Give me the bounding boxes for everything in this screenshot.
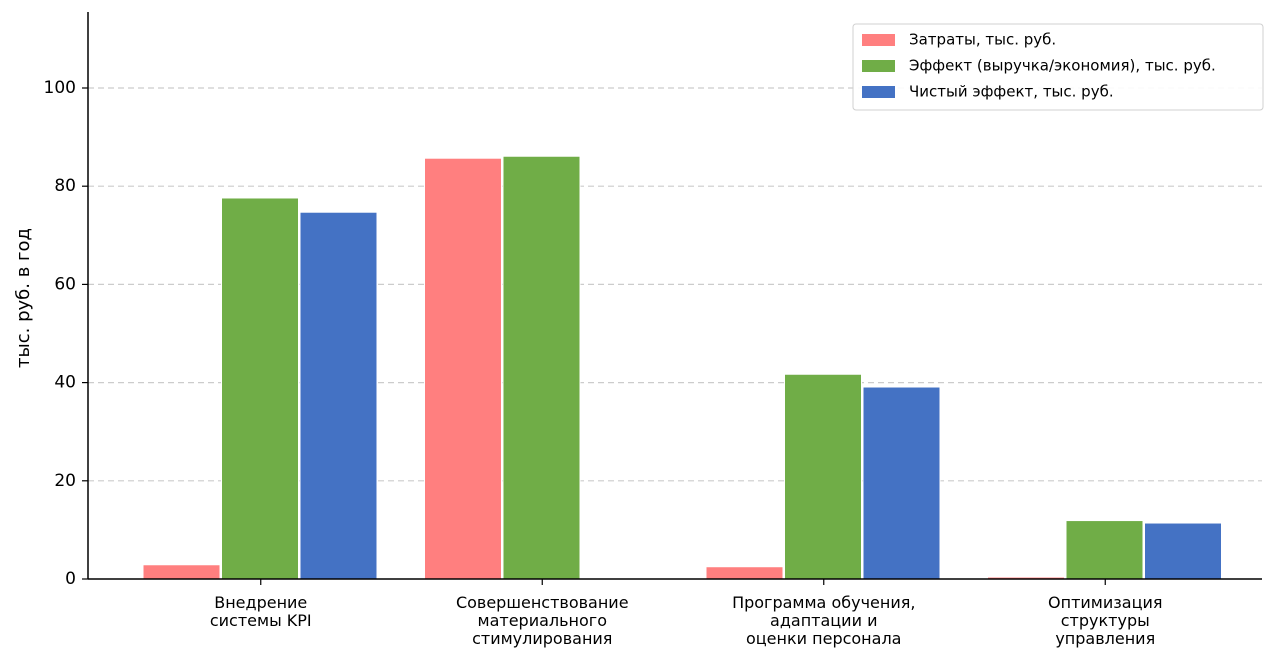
y-tick-label: 80 (54, 176, 76, 196)
legend-swatch (862, 34, 895, 46)
x-tick-label: управления (1055, 629, 1155, 648)
x-tick-label: Оптимизация (1048, 593, 1162, 612)
x-tick-label: структуры (1061, 611, 1150, 630)
y-tick-label: 40 (54, 373, 76, 393)
bar (502, 155, 581, 580)
bar (705, 566, 784, 580)
y-axis-title: тыс. руб. в год (13, 228, 34, 368)
x-tick-label: Совершенствование (456, 593, 629, 612)
y-tick-label: 100 (44, 78, 76, 98)
x-tick-label: стимулирования (472, 629, 612, 648)
bar (784, 373, 862, 580)
bar (142, 564, 221, 580)
legend: Затраты, тыс. руб. Эффект (выручка/эконом… (852, 23, 1264, 111)
bar (221, 197, 299, 580)
legend-box (852, 23, 1264, 111)
y-ticks: 0 20 40 60 80 100 (44, 78, 88, 589)
bar (424, 157, 502, 580)
x-tick-label: системы KPI (210, 611, 312, 630)
legend-swatch (862, 86, 895, 98)
bar (1144, 522, 1222, 580)
x-tick-label: адаптации и (770, 611, 877, 630)
bar (1065, 520, 1144, 580)
x-tick-label: Программа обучения, (732, 593, 915, 612)
bar (862, 386, 941, 580)
x-tick-label: материального (478, 611, 608, 630)
legend-label: Затраты, тыс. руб. (909, 31, 1056, 49)
legend-label: Чистый эффект, тыс. руб. (909, 83, 1114, 101)
y-tick-label: 0 (65, 569, 76, 589)
y-tick-label: 20 (54, 471, 76, 491)
axes (87, 12, 1262, 580)
y-tick-label: 60 (54, 274, 76, 294)
legend-label: Эффект (выручка/экономия), тыс. руб. (909, 57, 1216, 75)
bar (299, 211, 378, 580)
legend-swatch (862, 60, 895, 72)
x-tick-label: оценки персонала (746, 629, 901, 648)
x-tick-label: Внедрение (214, 593, 307, 612)
bars (142, 155, 1222, 580)
